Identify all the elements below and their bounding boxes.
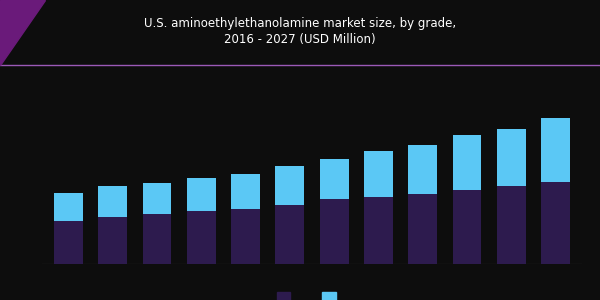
Legend: , : ,: [277, 292, 347, 300]
Bar: [54, 220, 83, 264]
Bar: [408, 145, 437, 194]
Bar: [231, 174, 260, 208]
Polygon shape: [0, 0, 45, 64]
Bar: [497, 129, 526, 186]
Bar: [187, 211, 216, 264]
Bar: [364, 151, 393, 197]
Bar: [275, 166, 304, 205]
Bar: [541, 182, 570, 264]
Bar: [143, 183, 172, 214]
Bar: [541, 118, 570, 182]
Bar: [275, 205, 304, 264]
Bar: [452, 135, 481, 190]
Bar: [452, 190, 481, 264]
Bar: [98, 217, 127, 264]
Bar: [320, 159, 349, 199]
Text: U.S. aminoethylethanolamine market size, by grade,
2016 - 2027 (USD Million): U.S. aminoethylethanolamine market size,…: [144, 16, 456, 46]
Bar: [320, 199, 349, 264]
Bar: [497, 186, 526, 264]
Bar: [143, 214, 172, 264]
Bar: [98, 187, 127, 217]
Bar: [364, 197, 393, 264]
Bar: [54, 193, 83, 220]
Bar: [408, 194, 437, 264]
Bar: [231, 208, 260, 264]
Bar: [187, 178, 216, 211]
